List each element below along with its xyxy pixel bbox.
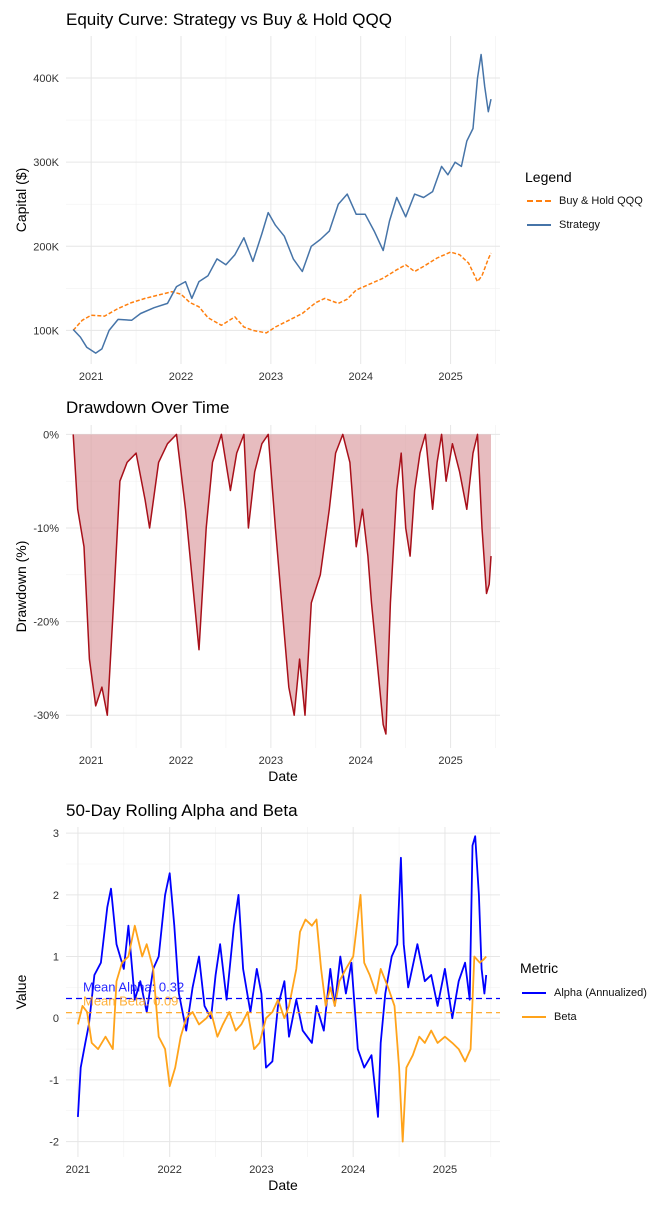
legend-swatch-beta — [522, 1012, 546, 1022]
y-axis-title: Capital ($) — [13, 168, 29, 233]
x-tick-label: 2023 — [259, 755, 283, 767]
y-tick-label: 1 — [53, 952, 59, 964]
y-tick-label: -1 — [49, 1075, 59, 1087]
reference-line-label: Mean Alpha: 0.32 — [83, 979, 184, 994]
equity-chart-title: Equity Curve: Strategy vs Buy & Hold QQQ — [66, 10, 392, 29]
x-tick-label: 2024 — [348, 371, 372, 383]
equity-chart: 100K 200K 300K 400K 2021 2022 2023 2024 2025 Capi… — [13, 36, 500, 383]
y-tick-label: 100K — [33, 325, 59, 337]
series-line-beta — [77, 894, 487, 1143]
reference-line-label: Mean Beta: 0.09 — [83, 994, 178, 1009]
y-axis-title: Value — [13, 974, 29, 1009]
alpha-beta-chart: -2 -1 0 1 2 3 2021 2022 2023 2024 2025 Value Date Mea… — [13, 827, 500, 1193]
x-tick-label: 2024 — [348, 755, 372, 767]
legend-swatch-buy-hold — [527, 196, 551, 206]
x-tick-label: 2023 — [259, 371, 283, 383]
series-line-strategy — [72, 53, 492, 354]
series-line-drawdown — [72, 433, 492, 735]
y-axis-title: Drawdown (%) — [13, 541, 29, 633]
x-tick-label: 2022 — [169, 755, 193, 767]
x-tick-label: 2023 — [249, 1164, 273, 1176]
y-tick-label: 200K — [33, 241, 59, 253]
y-tick-label: -2 — [49, 1137, 59, 1149]
y-tick-label: -30% — [33, 710, 59, 722]
legend-item-alpha: Alpha (Annualized) — [522, 987, 647, 999]
x-tick-label: 2021 — [79, 371, 103, 383]
series-line-alpha-annualized — [77, 835, 488, 1118]
x-tick-label: 2022 — [169, 371, 193, 383]
y-tick-label: 400K — [33, 73, 59, 85]
legend-label-alpha: Alpha (Annualized) — [554, 987, 647, 999]
legend-item-strategy: Strategy — [527, 219, 600, 231]
drawdown-area — [73, 434, 491, 734]
legend-item-buy-hold: Buy & Hold QQQ — [527, 195, 643, 207]
legend-swatch-alpha — [522, 988, 546, 998]
y-tick-label: 3 — [53, 828, 59, 840]
legend-swatch-strategy — [527, 220, 551, 230]
y-tick-label: 0 — [53, 1013, 59, 1025]
x-axis-title: Date — [268, 768, 298, 784]
drawdown-chart: 0% -10% -20% -30% 2021 2022 2023 2024 2025 Drawdo… — [13, 425, 500, 784]
legend-label-beta: Beta — [554, 1011, 577, 1023]
x-axis-title: Date — [268, 1177, 298, 1193]
alpha-legend-title: Metric — [520, 960, 559, 976]
x-tick-label: 2022 — [157, 1164, 181, 1176]
x-tick-label: 2021 — [66, 1164, 90, 1176]
y-tick-label: 300K — [33, 157, 59, 169]
y-tick-label: 0% — [43, 429, 59, 441]
y-tick-label: -10% — [33, 523, 59, 535]
x-tick-label: 2021 — [79, 755, 103, 767]
y-tick-label: 2 — [53, 890, 59, 902]
x-tick-label: 2024 — [341, 1164, 365, 1176]
x-tick-label: 2025 — [438, 371, 462, 383]
series-line-buy-hold-qqq — [72, 251, 492, 334]
y-tick-label: -20% — [33, 617, 59, 629]
legend-label-buy-hold: Buy & Hold QQQ — [559, 195, 643, 207]
x-tick-label: 2025 — [433, 1164, 457, 1176]
drawdown-chart-title: Drawdown Over Time — [66, 398, 230, 417]
equity-legend-title: Legend — [525, 169, 572, 185]
x-tick-label: 2025 — [438, 755, 462, 767]
alpha-beta-chart-title: 50-Day Rolling Alpha and Beta — [66, 801, 298, 820]
legend-label-strategy: Strategy — [559, 219, 600, 231]
legend-item-beta: Beta — [522, 1011, 577, 1023]
